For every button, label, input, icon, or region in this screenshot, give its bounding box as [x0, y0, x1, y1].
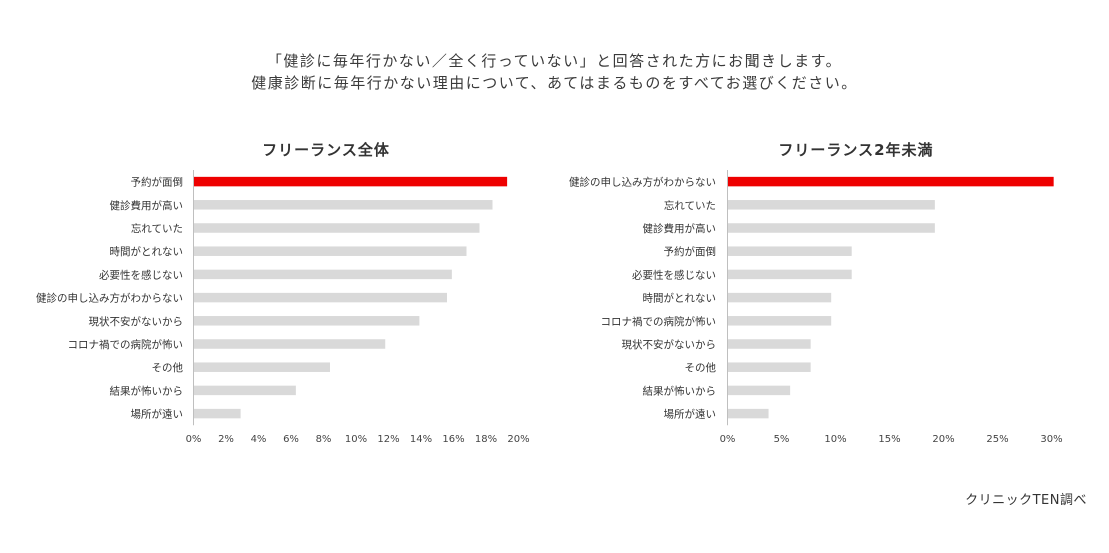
- x-tick-label: 10%: [824, 434, 846, 445]
- category-label: 忘れていた: [664, 199, 716, 212]
- x-tick-label: 6%: [283, 434, 299, 445]
- bar-4: [194, 246, 467, 256]
- x-tick-label: 18%: [475, 434, 497, 445]
- bar-8: [194, 339, 386, 349]
- category-label: コロナ禍での病院が怖い: [68, 338, 184, 351]
- bar-7: [194, 316, 420, 326]
- category-label: 結果が怖いから: [643, 384, 717, 397]
- x-tick-label: 10%: [345, 434, 367, 445]
- category-label: 必要性を感じない: [632, 268, 716, 281]
- x-tick-label: 14%: [410, 434, 432, 445]
- category-label: 健診費用が高い: [643, 222, 717, 235]
- category-label: 健診の申し込み方がわからない: [36, 292, 183, 305]
- question-text: 「健診に毎年行かない／全く行っていない」と回答された方にお聞きします。 健康診断…: [0, 50, 1109, 94]
- bar-2: [194, 200, 493, 210]
- bar-11: [728, 408, 769, 419]
- category-label: 予約が面倒: [664, 245, 717, 258]
- chart-title: フリーランス2年未満: [778, 141, 933, 159]
- category-label: 忘れていた: [131, 222, 183, 235]
- bar-8: [728, 339, 811, 349]
- category-label: 時間がとれない: [643, 292, 717, 305]
- bar-7: [728, 316, 832, 326]
- chart-title: フリーランス全体: [262, 141, 390, 159]
- category-label: 結果が怖いから: [110, 384, 184, 397]
- bar-6: [194, 292, 447, 303]
- x-tick-label: 2%: [218, 434, 234, 445]
- chart-freelance-under-2-years: フリーランス2年未満健診の申し込み方がわからない忘れていた健診費用が高い予約が面…: [569, 141, 1063, 445]
- x-tick-label: 0%: [186, 434, 202, 445]
- x-tick-label: 0%: [720, 434, 736, 445]
- chart-freelance-all: フリーランス全体予約が面倒健診費用が高い忘れていた時間がとれない必要性を感じない…: [36, 141, 530, 445]
- category-label: その他: [152, 361, 184, 374]
- category-label: 予約が面倒: [131, 176, 184, 189]
- x-tick-label: 30%: [1040, 434, 1062, 445]
- x-tick-label: 16%: [442, 434, 464, 445]
- x-tick-label: 15%: [878, 434, 900, 445]
- bar-2: [728, 200, 935, 210]
- bar-1: [194, 176, 508, 187]
- x-tick-label: 4%: [251, 434, 267, 445]
- category-label: 健診費用が高い: [110, 199, 184, 212]
- x-tick-label: 25%: [986, 434, 1008, 445]
- category-label: コロナ禍での病院が怖い: [601, 315, 717, 328]
- question-line-2: 健康診断に毎年行かない理由について、あてはまるものをすべてお選びください。: [251, 74, 858, 92]
- x-tick-label: 8%: [316, 434, 332, 445]
- bar-5: [728, 269, 852, 280]
- bar-11: [194, 408, 241, 419]
- bar-5: [194, 269, 452, 280]
- x-tick-label: 20%: [507, 434, 529, 445]
- x-tick-label: 5%: [774, 434, 790, 445]
- category-label: 現状不安がないから: [89, 315, 184, 328]
- category-label: 必要性を感じない: [99, 268, 183, 281]
- category-label: 現状不安がないから: [622, 338, 717, 351]
- question-line-1: 「健診に毎年行かない／全く行っていない」と回答された方にお聞きします。: [266, 52, 843, 70]
- category-label: 場所が遠い: [131, 408, 184, 421]
- bar-10: [728, 385, 791, 396]
- bar-3: [728, 223, 935, 233]
- category-label: 健診の申し込み方がわからない: [569, 176, 716, 189]
- category-label: その他: [685, 361, 717, 374]
- bar-6: [728, 292, 832, 303]
- x-tick-label: 12%: [377, 434, 399, 445]
- bar-1: [728, 176, 1054, 187]
- category-label: 場所が遠い: [664, 408, 717, 421]
- bar-3: [194, 223, 480, 233]
- bar-10: [194, 385, 296, 396]
- source-credit: クリニックTEN調べ: [965, 493, 1087, 508]
- bar-4: [728, 246, 852, 256]
- category-label: 時間がとれない: [110, 245, 184, 258]
- bar-9: [194, 362, 330, 372]
- bar-9: [728, 362, 811, 372]
- x-tick-label: 20%: [932, 434, 954, 445]
